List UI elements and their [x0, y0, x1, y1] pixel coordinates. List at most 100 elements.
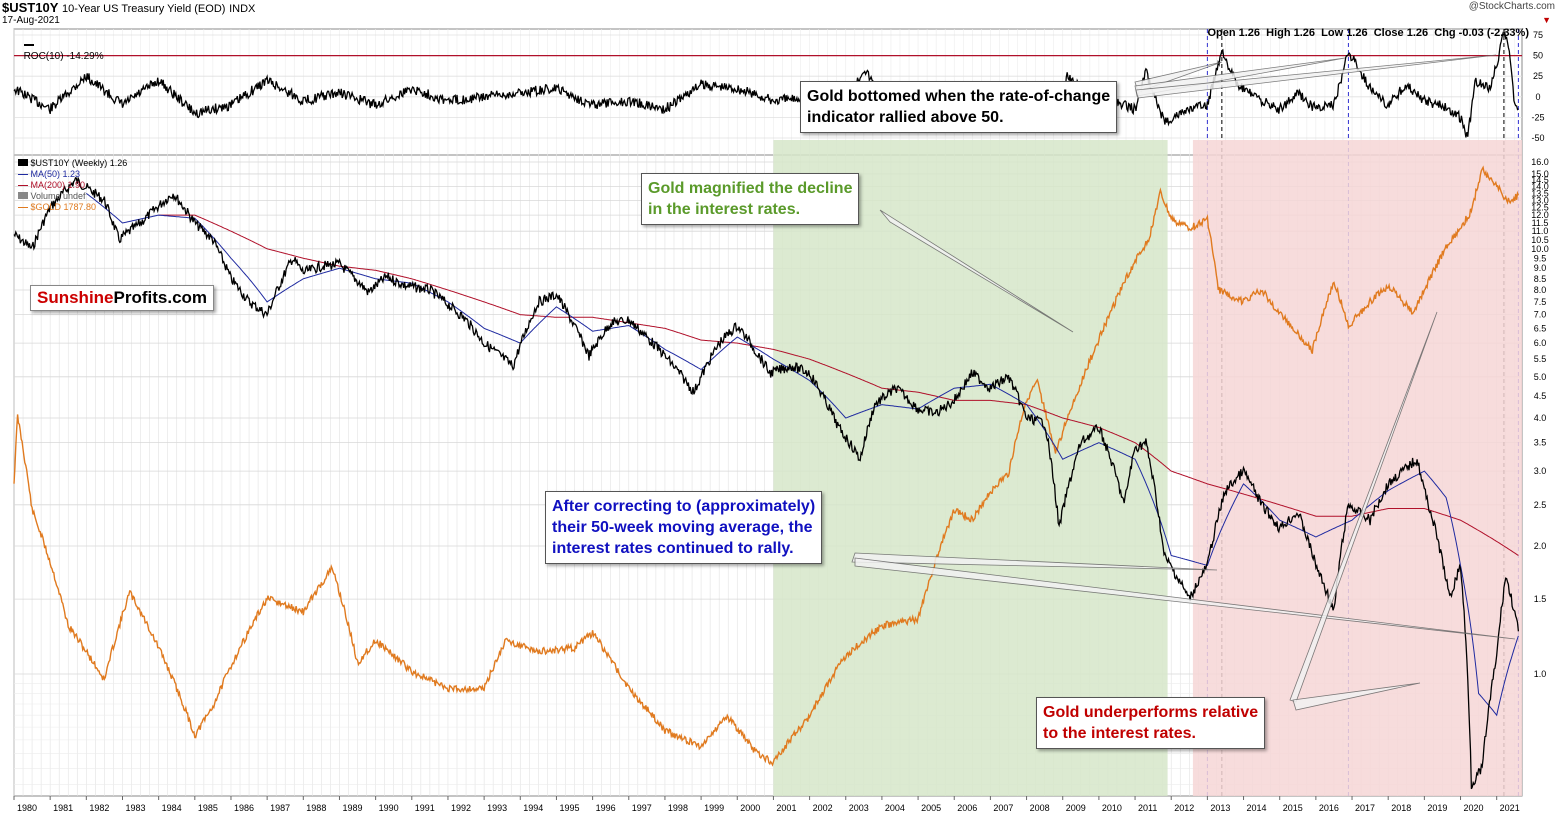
year-label: 2008	[1030, 803, 1050, 813]
price-legend: $UST10Y (Weekly) 1.26 MA(50) 1.23 MA(200…	[18, 158, 127, 213]
year-label: 1980	[17, 803, 37, 813]
chart-date: 17-Aug-2021	[2, 15, 60, 26]
annotation-blue: After correcting to (approximately) thei…	[545, 491, 823, 564]
yield-tick-label: 13.5	[1531, 188, 1549, 198]
green-pointer	[879, 209, 1074, 333]
year-label: 2018	[1391, 803, 1411, 813]
sunshine-profits-logo: SunshineProfits.com	[30, 285, 215, 311]
symbol-label: $UST10Y	[2, 0, 59, 15]
yield-tick-label: 10.0	[1531, 244, 1549, 254]
roc-tick-label: 75	[1533, 30, 1543, 40]
red-zone	[1192, 140, 1522, 796]
yield-tick-label: 6.0	[1534, 338, 1547, 348]
roc-tick-label: 0	[1535, 92, 1540, 102]
year-label: 1989	[342, 803, 362, 813]
year-label: 1985	[198, 803, 218, 813]
year-label: 1981	[53, 803, 73, 813]
yield-tick-label: 4.5	[1534, 391, 1547, 401]
year-label: 1988	[306, 803, 326, 813]
yield-tick-label: 1.0	[1534, 669, 1547, 679]
yield-tick-label: 12.0	[1531, 210, 1549, 220]
yield-tick-label: 7.5	[1534, 297, 1547, 307]
yield-tick-label: 6.5	[1534, 323, 1547, 333]
year-label: 2016	[1319, 803, 1339, 813]
yield-tick-label: 8.0	[1534, 285, 1547, 295]
year-label: 2013	[1210, 803, 1230, 813]
year-label: 1992	[451, 803, 471, 813]
legend-item-ma200: MA(200) 1.90	[18, 180, 127, 191]
yield-line	[13, 176, 1520, 790]
year-label: 2000	[740, 803, 760, 813]
yield-tick-label: 14.5	[1531, 175, 1549, 185]
gold-line	[13, 165, 1520, 767]
brand-part2: Profits.com	[113, 288, 208, 307]
year-label: 2010	[1102, 803, 1122, 813]
yield-tick-label: 11.5	[1532, 218, 1549, 228]
year-label: 2011	[1138, 803, 1157, 813]
ma50-line	[85, 193, 1519, 717]
yield-tick-label: 5.5	[1534, 354, 1547, 364]
yield-tick-label: 1.5	[1534, 594, 1547, 604]
legend-item-gold: $GOLD 1787.80	[18, 202, 127, 213]
year-label: 2020	[1464, 803, 1484, 813]
year-label: 2007	[993, 803, 1013, 813]
yield-tick-label: 3.5	[1534, 438, 1547, 448]
roc-line	[13, 30, 1519, 138]
yield-tick-label: 2.5	[1534, 500, 1547, 510]
year-label: 1983	[125, 803, 145, 813]
year-label: 2017	[1355, 803, 1375, 813]
year-label: 2014	[1247, 803, 1267, 813]
down-arrow-icon: ▼	[1542, 15, 1551, 25]
year-label: 2004	[885, 803, 905, 813]
green-zone	[773, 140, 1168, 796]
year-label: 2009	[1066, 803, 1086, 813]
year-label: 1986	[234, 803, 254, 813]
roc-legend: ROC(10) -14.29%	[18, 29, 104, 62]
legend-item-ma50: MA(50) 1.23	[18, 169, 127, 180]
blue-pointer-2	[854, 557, 1516, 640]
year-label: 1997	[632, 803, 652, 813]
symbol-description: 10-Year US Treasury Yield (EOD)	[62, 3, 226, 15]
yield-tick-label: 7.0	[1534, 310, 1547, 320]
year-label: 2005	[921, 803, 941, 813]
yield-tick-label: 8.5	[1534, 274, 1547, 284]
yield-tick-label: 2.0	[1534, 541, 1547, 551]
ohlc-values: Open 1.26 High 1.26 Low 1.26 Close 1.26 …	[1207, 27, 1529, 39]
yield-tick-label: 10.5	[1531, 235, 1549, 245]
yield-tick-label: 4.0	[1534, 413, 1547, 423]
yield-tick-label: 5.0	[1534, 372, 1547, 382]
watermark: @StockCharts.com	[1468, 1, 1555, 12]
highlight-zones	[773, 140, 1522, 796]
year-label: 1994	[523, 803, 543, 813]
annotation-pointers	[851, 54, 1516, 711]
legend-item-yield: $UST10Y (Weekly) 1.26	[18, 158, 127, 169]
year-label: 2015	[1283, 803, 1303, 813]
year-label: 1990	[379, 803, 399, 813]
yield-tick-label: 13.0	[1531, 195, 1549, 205]
year-label: 1998	[668, 803, 688, 813]
yield-tick-label: 14.0	[1531, 182, 1549, 192]
year-label: 1999	[704, 803, 724, 813]
yield-tick-label: 15.0	[1531, 169, 1549, 179]
annotation-roc: Gold bottomed when the rate-of-change in…	[800, 81, 1118, 133]
year-label: 1993	[487, 803, 507, 813]
chart-series	[13, 30, 1520, 790]
ma200-line	[158, 214, 1519, 556]
annotation-red: Gold underperforms relative to the inter…	[1036, 697, 1266, 749]
year-label: 1991	[415, 803, 435, 813]
year-label: 1982	[89, 803, 109, 813]
roc-tick-label: -25	[1531, 112, 1544, 122]
year-label: 2012	[1174, 803, 1194, 813]
chart-header: $UST10Y 10-Year US Treasury Yield (EOD) …	[2, 0, 255, 15]
year-label: 1984	[162, 803, 182, 813]
year-label: 2019	[1427, 803, 1447, 813]
yield-tick-label: 3.0	[1534, 466, 1547, 476]
roc-tick-label: 25	[1533, 71, 1543, 81]
roc-label: ROC(10) -14.29%	[23, 51, 104, 62]
year-label: 2001	[776, 803, 796, 813]
legend-item-volume: Volume undef	[18, 191, 127, 202]
yield-tick-label: 12.5	[1531, 203, 1549, 213]
chart-axes: 7550250-25-5016.015.014.514.013.513.012.…	[13, 30, 1549, 813]
yield-tick-label: 11.0	[1532, 226, 1549, 236]
